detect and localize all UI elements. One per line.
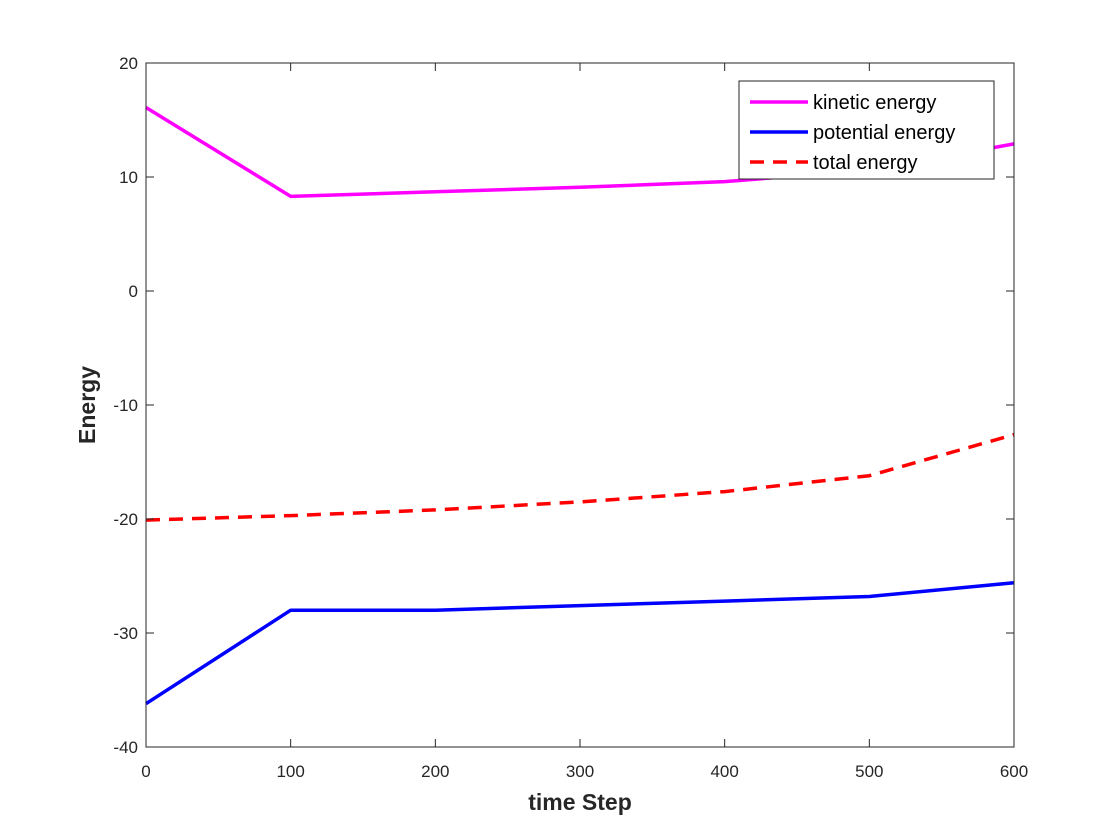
x-tick-label: 600 — [1000, 762, 1028, 781]
legend: kinetic energy potential energy total ener… — [738, 80, 995, 180]
x-axis-title: time Step — [528, 789, 632, 815]
y-tick-label: 10 — [119, 168, 138, 187]
legend-label: kinetic energy — [813, 92, 936, 114]
series-line-potential-energy — [145, 581, 1015, 706]
y-tick-label: -40 — [113, 738, 138, 757]
x-tick-label: 200 — [421, 762, 449, 781]
plot-frame — [145, 62, 1015, 748]
x-tick-label: 500 — [855, 762, 883, 781]
y-tick-label: -30 — [113, 624, 138, 643]
legend-label: potential energy — [813, 122, 955, 144]
series-line-total-energy — [145, 432, 1015, 522]
legend-label: total energy — [813, 152, 918, 174]
x-tick-label: 0 — [141, 762, 150, 781]
y-tick-label: -10 — [113, 396, 138, 415]
y-axis-title: Energy — [74, 366, 100, 444]
x-tick-label: 400 — [710, 762, 738, 781]
y-tick-label: -20 — [113, 510, 138, 529]
ticks-layer: 0 100 200 300 400 500 600 -40 -30 -20 -10 0 10 20 — [113, 54, 1028, 781]
x-tick-label: 300 — [566, 762, 594, 781]
y-tick-label: 0 — [129, 282, 138, 301]
x-tick-label: 100 — [276, 762, 304, 781]
y-tick-label: 20 — [119, 54, 138, 73]
